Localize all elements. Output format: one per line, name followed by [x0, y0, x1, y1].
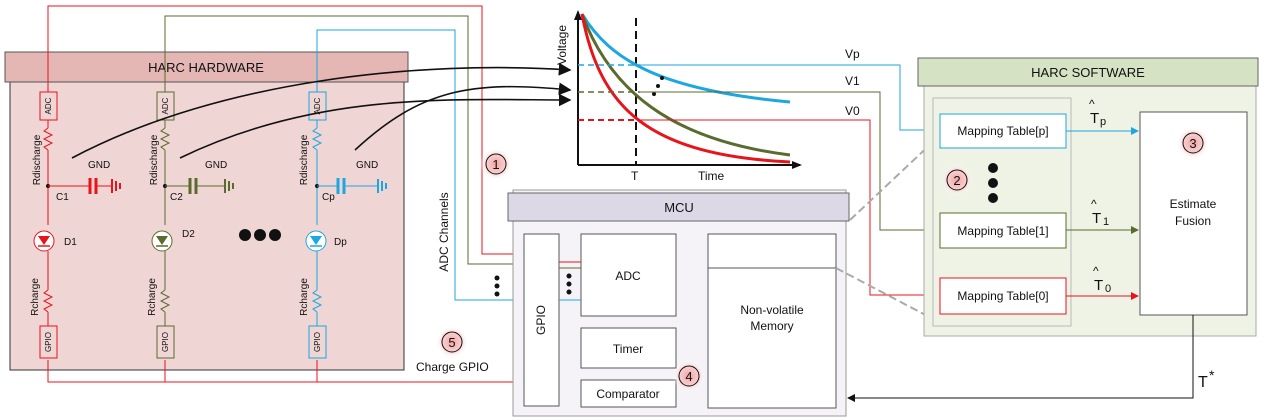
memory-zoom-lines: [835, 139, 936, 321]
estimate-t0-hat: ^: [1093, 264, 1099, 278]
signal-wires: [47, 5, 520, 383]
gnd-label-2: GND: [205, 160, 227, 171]
level-vp: Vp: [845, 47, 860, 61]
level-wires: [640, 64, 941, 299]
gpio-label-2: GPIO: [161, 332, 170, 352]
svg-text:3: 3: [1189, 136, 1196, 151]
voltage-chart: Voltage Time T Vp V1 V0: [555, 10, 860, 183]
mcu-memory-line1: Non-volatile: [740, 303, 804, 317]
mcu-adc-label: ADC: [615, 269, 641, 283]
level-v1: V1: [845, 74, 860, 88]
estimate-t0: T: [1094, 277, 1103, 294]
mcu-block: MCU GPIO ADC Timer Comparator Non-volati…: [494, 189, 850, 417]
step-1-marker: 1: [480, 148, 512, 180]
chart-ylabel: Voltage: [555, 25, 569, 65]
estimate-tp-hat: ^: [1089, 97, 1095, 111]
adc-label-p: ADC: [313, 97, 322, 114]
ellipsis-dots-hardware: [239, 229, 281, 241]
adc-label-2: ADC: [161, 97, 170, 114]
adc-label-1: ADC: [44, 97, 53, 114]
mcu-memory-line2: Memory: [750, 319, 793, 333]
mapping-table-1: Mapping Table[1]: [957, 224, 1048, 238]
mapping-table-p: Mapping Table[p]: [957, 124, 1048, 138]
r-charge-label-2: Rcharge: [147, 278, 158, 316]
harc-software-block: HARC SOFTWARE Mapping Table[p] Mapping T…: [917, 57, 1259, 337]
estimate-t1-hat: ^: [1091, 197, 1097, 211]
mcu-comparator-label: Comparator: [596, 387, 659, 401]
gnd-label-p: GND: [356, 160, 378, 171]
fusion-line2: Fusion: [1175, 214, 1211, 228]
step-markers: 1 2 3 4 5: [436, 127, 1209, 392]
svg-text:5: 5: [448, 335, 455, 350]
charge-gpio-label: Charge GPIO: [416, 360, 489, 374]
harc-hardware-block: HARC HARDWARE: [4, 51, 409, 371]
chain-2: ADC Rdischarge GND C2 D2 Rcharge GPIO: [147, 91, 234, 359]
chart-xlabel: Time: [698, 169, 725, 183]
estimate-t1: T: [1092, 210, 1101, 227]
diode-label-1: D1: [64, 237, 77, 248]
estimate-tp-sub: p: [1100, 116, 1106, 128]
estimate-t0-sub: 0: [1105, 283, 1111, 295]
r-discharge-label-2: Rdischarge: [149, 134, 160, 185]
mapping-table-0: Mapping Table[0]: [957, 289, 1048, 303]
cap-to-chart-arrows: [71, 62, 572, 159]
level-v0: V0: [845, 104, 860, 118]
chain-1: ADC Rdischarge GND C1 D1 Rcharge GPIO: [30, 91, 121, 359]
output-feedback: T *: [847, 315, 1215, 402]
cap-label-p: Cp: [322, 192, 335, 203]
svg-text:1: 1: [492, 157, 499, 172]
gpio-label-1: GPIO: [44, 332, 53, 352]
estimate-tp: T: [1090, 110, 1099, 127]
output-t-star: T: [1198, 374, 1208, 391]
hardware-title: HARC HARDWARE: [148, 60, 264, 75]
cap-label-2: C2: [170, 192, 183, 203]
adc-channels-label: ADC Channels: [437, 192, 451, 271]
svg-text:2: 2: [953, 173, 960, 188]
r-charge-label-p: Rcharge: [299, 278, 310, 316]
svg-text:4: 4: [685, 369, 692, 384]
step-5-marker: 5: [436, 326, 468, 358]
gnd-label-1: GND: [88, 160, 110, 171]
diode-label-p: Dp: [334, 237, 347, 248]
gpio-label-p: GPIO: [313, 332, 322, 352]
r-discharge-label-1: Rdischarge: [32, 134, 43, 185]
step-4-marker: 4: [673, 360, 705, 392]
chain-p: ADC Rdischarge GND Cp Dp Rcharge GPIO: [299, 91, 387, 359]
estimate-t1-sub: 1: [1103, 216, 1109, 228]
r-discharge-label-p: Rdischarge: [299, 134, 310, 185]
r-charge-label-1: Rcharge: [30, 278, 41, 316]
fusion-line1: Estimate: [1170, 197, 1217, 211]
step-2-marker: 2: [941, 164, 973, 196]
diode-label-2: D2: [182, 229, 195, 240]
output-t-star-sup: *: [1209, 367, 1215, 383]
step-3-marker: 3: [1177, 127, 1209, 159]
chart-t-marker: T: [631, 169, 639, 183]
mcu-timer-label: Timer: [613, 342, 643, 356]
mcu-gpio-label: GPIO: [534, 305, 548, 335]
mcu-title: MCU: [664, 200, 694, 215]
software-title: HARC SOFTWARE: [1031, 65, 1145, 80]
cap-label-1: C1: [56, 192, 69, 203]
